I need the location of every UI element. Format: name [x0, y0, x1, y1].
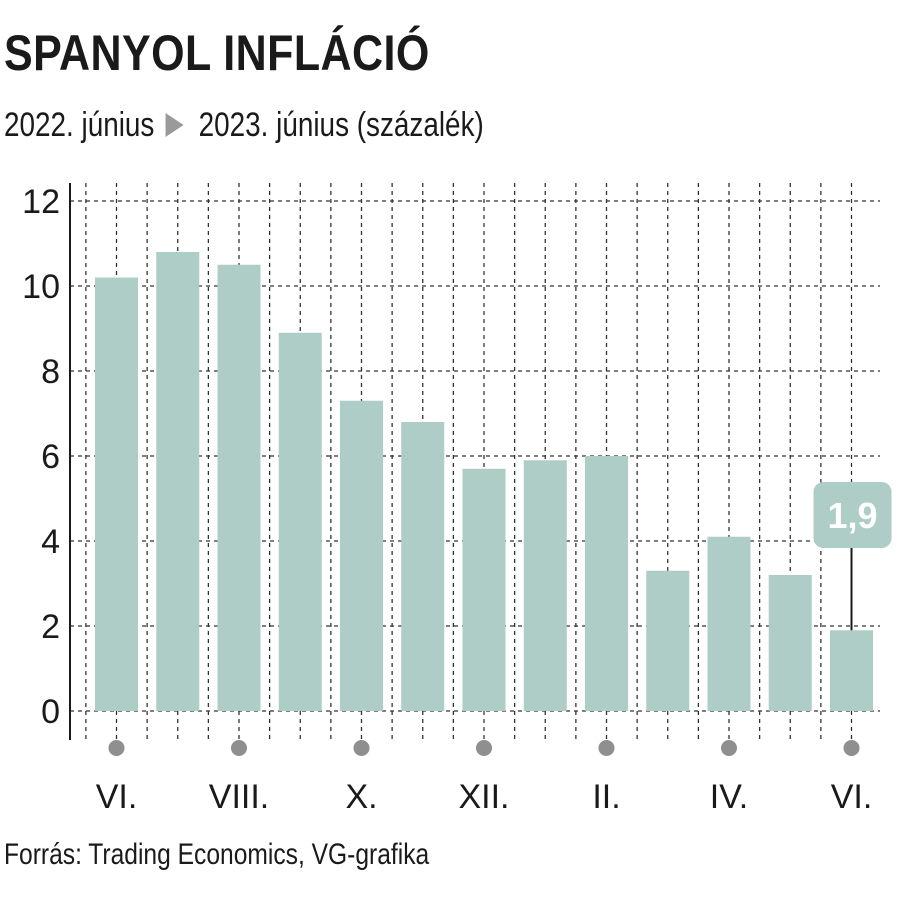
x-tick-label: VIII. [209, 778, 269, 816]
x-marker-dot [108, 740, 125, 756]
x-marker-dot [476, 740, 492, 756]
subtitle-start: 2022. június [4, 106, 155, 144]
source-note: Forrás: Trading Economics, VG-grafika [4, 838, 430, 871]
x-tick-label: II. [592, 778, 620, 816]
x-tick-label: VI. [96, 778, 138, 816]
y-tick-label: 8 [41, 353, 60, 391]
y-tick-label: 4 [41, 523, 60, 561]
y-tick-label: 0 [41, 693, 60, 731]
x-tick-label: X. [345, 778, 377, 816]
bar [462, 468, 506, 711]
bar [523, 460, 567, 711]
y-tick-label: 10 [22, 268, 60, 306]
chart-subtitle: 2022. június 2023. június (százalék) [4, 108, 484, 142]
x-marker-dot [843, 740, 860, 756]
y-tick-label: 6 [41, 438, 60, 476]
x-marker-dot [231, 740, 247, 756]
bar [278, 332, 322, 711]
callout-box [813, 482, 892, 548]
x-tick-label: VI. [831, 778, 873, 816]
arrow-right-icon [165, 113, 184, 138]
y-tick-label: 12 [22, 183, 60, 221]
chart-title: SPANYOL INFLÁCIÓ [4, 25, 430, 81]
bar-chart: 0 2 4 6 8 10 12 VI. VIII. X. XII. II. IV. VI. 1,9 [22, 183, 892, 816]
bar [401, 422, 445, 711]
bar [646, 570, 690, 711]
bar [707, 536, 751, 711]
bar [768, 575, 812, 711]
callout-value: 1,9 [827, 495, 877, 536]
bar [340, 400, 383, 711]
bar [830, 630, 873, 711]
bar [585, 456, 628, 711]
x-tick-label: IV. [710, 778, 748, 816]
x-marker-dot [721, 740, 737, 756]
x-marker-dot [353, 740, 370, 756]
bar [156, 252, 200, 711]
x-marker-dot [598, 740, 615, 756]
subtitle-end: 2023. június (százalék) [198, 106, 484, 144]
bar [217, 264, 261, 711]
x-tick-label: XII. [458, 778, 509, 816]
y-tick-label: 2 [41, 608, 60, 646]
bar [95, 277, 138, 711]
